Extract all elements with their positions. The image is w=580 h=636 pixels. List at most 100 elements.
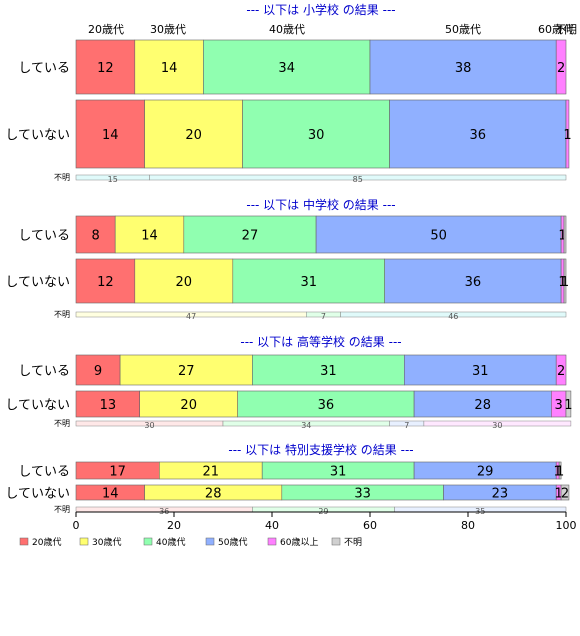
row-label: している: [18, 229, 70, 244]
bar-value-label: 17: [109, 465, 126, 480]
x-tick-label: 100: [556, 519, 577, 532]
bar-value-label: 9: [94, 364, 102, 379]
bar-segment: [555, 354, 567, 386]
unknown-value-label: 15: [108, 175, 118, 184]
bar-value-label: 13: [100, 398, 117, 413]
bar-segment: [134, 258, 234, 304]
bar-segment: [565, 390, 572, 418]
panel-title: --- 以下は 小学校 の結果 ---: [246, 2, 395, 17]
bar-value-label: 29: [477, 465, 494, 480]
bar-value-label: 36: [470, 128, 487, 143]
bar-segment: [75, 99, 145, 169]
legend-swatch: [205, 537, 215, 546]
bar-segment: [403, 354, 557, 386]
bar-segment: [232, 258, 385, 304]
bar-value-label: 27: [178, 364, 195, 379]
legend-swatch: [79, 537, 89, 546]
bar-segment: [369, 39, 557, 95]
unknown-value-label: 7: [321, 312, 326, 321]
bar-segment: [384, 258, 562, 304]
unknown-row-label: 不明: [54, 419, 70, 428]
unknown-row-label: 不明: [54, 310, 70, 319]
bar-segment: [144, 99, 243, 169]
bar-value-label: 31: [300, 275, 317, 290]
top-category-label: 不明: [555, 23, 577, 36]
bar-segment: [413, 390, 552, 418]
bar-value-label: 3: [555, 398, 563, 413]
bar-value-label: 36: [318, 398, 335, 413]
legend-swatch: [143, 537, 153, 546]
bar-segment: [252, 354, 405, 386]
bar-value-label: 30: [308, 128, 325, 143]
bar-value-label: 20: [180, 398, 197, 413]
bar-segment: [558, 461, 562, 480]
legend-label: 60歳以上: [280, 536, 318, 548]
bar-value-label: 21: [202, 465, 219, 480]
bar-value-label: 14: [161, 61, 178, 76]
bar-value-label: 50: [430, 229, 447, 244]
bar-value-label: 23: [492, 487, 509, 502]
row-label: していない: [5, 398, 70, 413]
bar-value-label: 1: [564, 398, 572, 413]
bar-segment: [555, 39, 567, 95]
bar-segment: [563, 215, 567, 254]
bar-segment: [237, 390, 415, 418]
bar-value-label: 2: [561, 487, 569, 502]
unknown-value-label: 46: [448, 312, 458, 321]
unknown-value-label: 34: [301, 421, 311, 430]
bar-value-label: 1: [554, 465, 562, 480]
bar-value-label: 34: [278, 61, 295, 76]
unknown-value-label: 85: [353, 175, 363, 184]
row-label: していない: [5, 128, 70, 143]
top-category-label: 60歳代: [538, 23, 574, 36]
bar-segment: [134, 39, 204, 95]
panel-title: --- 以下は 中学校 の結果 ---: [246, 197, 395, 212]
bar-segment: [563, 258, 567, 304]
unknown-value-label: 47: [186, 312, 196, 321]
x-tick-label: 80: [461, 519, 475, 532]
bar-segment: [119, 354, 253, 386]
bar-segment: [315, 215, 562, 254]
panel-4: --- 以下は 特別支援学校 の結果 --- している 17 21 31 29 1 1 していな…: [5, 442, 570, 516]
bar-value-label: 14: [102, 128, 119, 143]
row-label: していない: [5, 487, 70, 502]
bar-value-label: 1: [558, 229, 566, 244]
bar-value-label: 33: [354, 487, 371, 502]
x-tick-label: 0: [73, 519, 80, 532]
legend-swatch: [331, 537, 341, 546]
unknown-value-label: 7: [404, 421, 409, 430]
bar-value-label: 28: [474, 398, 491, 413]
unknown-value-label: 30: [144, 421, 154, 430]
bar-value-label: 1: [556, 465, 564, 480]
bar-value-label: 8: [91, 229, 99, 244]
bar-value-label: 20: [185, 128, 202, 143]
top-category-label: 30歳代: [150, 23, 186, 36]
bar-segment: [75, 258, 136, 304]
unknown-row-label: 不明: [54, 173, 70, 182]
bar-segment: [75, 215, 116, 254]
unknown-segment: [149, 174, 567, 181]
bar-value-label: 31: [472, 364, 489, 379]
bar-value-label: 2: [557, 364, 565, 379]
x-tick-label: 40: [265, 519, 279, 532]
unknown-row-label: 不明: [54, 505, 70, 514]
unknown-value-label: 30: [492, 421, 502, 430]
bar-value-label: 38: [455, 61, 472, 76]
panel-3: --- 以下は 高等学校 の結果 --- している 9 27 31 31 2 していない 13 2…: [5, 334, 572, 430]
bar-value-label: 2: [557, 61, 565, 76]
bar-segment: [114, 215, 185, 254]
row-label: していない: [5, 275, 70, 290]
panel-2: --- 以下は 中学校 の結果 --- している 8 14 27 50 1 していない 12 20…: [5, 197, 569, 321]
top-category-label: 20歳代: [88, 23, 124, 36]
x-tick-label: 60: [363, 519, 377, 532]
bar-value-label: 27: [242, 229, 259, 244]
bar-segment: [75, 390, 141, 418]
legend-swatch: [267, 537, 277, 546]
row-label: している: [18, 61, 70, 76]
legend-swatch: [19, 537, 29, 546]
bar-segment: [560, 484, 570, 501]
bar-value-label: 1: [558, 275, 566, 290]
bar-value-label: 14: [102, 487, 119, 502]
row-label: している: [18, 364, 70, 379]
